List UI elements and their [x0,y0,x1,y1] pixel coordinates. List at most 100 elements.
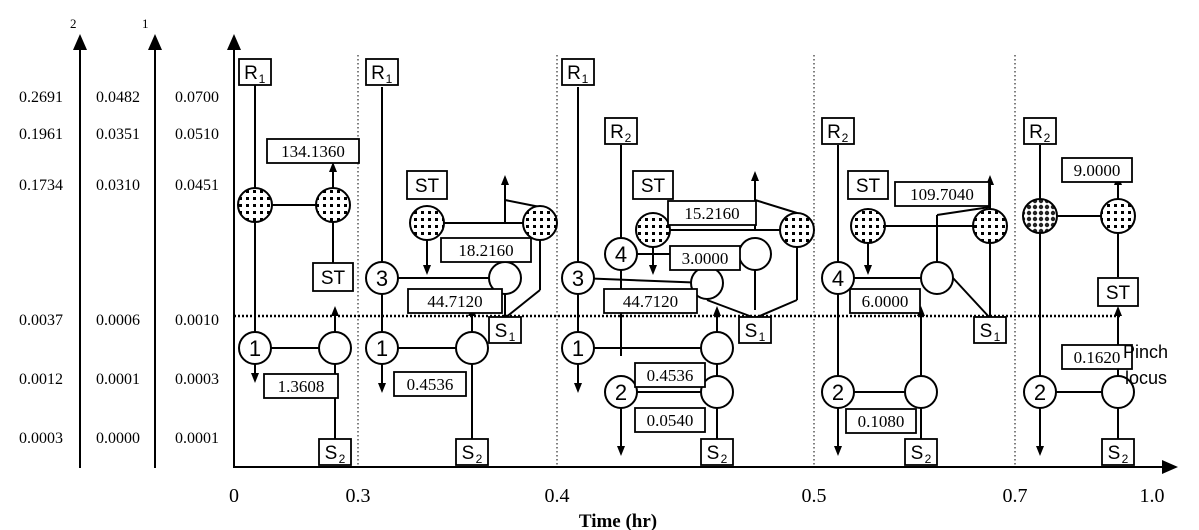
r2-label-i4-subscript: 2 [842,131,849,145]
regeneration-node [522,205,558,241]
regeneration-node [972,208,1008,244]
st-label-box [632,170,674,200]
s1-label-i4-subscript: 1 [994,330,1001,344]
y-axis-tick-label: 0.0451 [175,177,219,194]
exchanger-number: 1 [249,336,261,361]
s1-label-i2-subscript: 1 [509,330,516,344]
load-i5-bottom: 0.1620 [1074,348,1121,367]
s1-label-i3-subscript: 1 [759,330,766,344]
s2-label-i3-subscript: 2 [721,452,728,466]
st-stream-label: ST [1106,283,1131,304]
y-axis-tick-label: 0.0700 [175,89,219,106]
s2-label-i2-box [455,438,489,466]
x1-axis-tick-label: 0.0006 [96,312,140,329]
merge-a [706,299,756,319]
exchanger-node [604,237,638,271]
r2-label-i5-subscript: 2 [1044,131,1051,145]
exchanger-node [238,331,272,365]
st-label-box [1097,277,1139,307]
load-i3-mid-a: 3.0000 [682,249,729,268]
s2-label-i5-subscript: 2 [1122,452,1129,466]
load-i5-bottom-box [1061,344,1133,370]
interval-dividers [234,55,1120,467]
riser-i4b [936,206,991,216]
x2-axis-title-subscript: 2 [70,16,77,31]
s1-label-i3: S [745,321,758,342]
st-label-box [406,170,448,200]
r2-label-i5-box [1023,117,1057,145]
mass-exchanger-node [1101,375,1135,409]
r2-label-i5: R [1029,122,1043,143]
mass-exchanger-node [738,237,772,271]
exchanger-number: 3 [572,266,584,291]
s2-label-i2-subscript: 2 [476,452,483,466]
st-label-box [312,262,354,292]
st-stream-label: ST [641,176,666,197]
load-i3-bottom-b: 0.0540 [647,411,694,430]
st-stream-label: ST [856,176,881,197]
r1-label-i2-box [365,58,399,86]
x2-axis-tick-label: 0.1734 [19,177,63,194]
pinch-locus-label-2: locus [1125,368,1167,388]
time-tick-label: 0.5 [802,485,827,507]
load-i3-top: 15.2160 [684,204,739,223]
regeneration-node [1100,198,1136,234]
r1-label-i3: R [567,63,581,84]
load-i2-mid-box [407,288,503,314]
r1-label-i3-subscript: 1 [582,72,589,86]
y-axis-tick-label: 0.0510 [175,126,219,143]
load-i1-top: 134.1360 [281,142,345,161]
s2-label-i3-box [700,438,734,466]
x1-axis-tick-label: 0.0482 [96,89,140,106]
mass-exchanger-node [904,375,938,409]
r1-label-i2-subscript: 1 [386,72,393,86]
y-axis-tick-label: 0.0001 [175,430,219,447]
load-i4-top-box [894,181,990,207]
exchanger-node [821,375,855,409]
load-i5-top-box [1061,157,1133,183]
return-line [504,199,541,208]
x2-axis-tick-label: 0.2691 [19,89,63,106]
load-i3-mid-b: 44.7120 [623,292,678,311]
y-axis-tick-label: 0.0003 [175,371,219,388]
x1-axis-tick-label: 0.0000 [96,430,140,447]
st-stream-label: ST [321,268,346,289]
r2-label-i3-subscript: 2 [625,131,632,145]
regeneration-node [1022,198,1058,234]
load-i4-mid-box [849,288,921,314]
x2-axis-tick-label: 0.1961 [19,126,63,143]
load-i5-top: 9.0000 [1074,161,1121,180]
time-tick-label: 1.0 [1140,485,1165,507]
s2-label-i5-box [1101,438,1135,466]
r1-label-i2: R [371,63,385,84]
x2-axis-tick-label: 0.0003 [19,430,63,447]
y-axis-tick-label: 0.0010 [175,312,219,329]
r2-label-i4: R [827,122,841,143]
st-stream-label: ST [415,176,440,197]
load-i4-top: 109.7040 [910,185,974,204]
load-i2-top-box [440,237,532,263]
s2-label-i1-box [318,438,352,466]
regeneration-node [779,212,815,248]
r1-label-i3-box [561,58,595,86]
x2-axis-tick-label: 0.0012 [19,371,63,388]
regeneration-node [315,187,351,223]
s1-label-i2: S [495,321,508,342]
x1-axis-title-subscript: 1 [142,16,149,31]
load-i4-bottom: 0.1080 [858,412,905,431]
merge-i4 [952,277,991,319]
exchanger-node [561,331,595,365]
s1-label-i2-box [488,316,522,344]
regeneration-node [237,187,273,223]
load-i4-mid: 6.0000 [862,292,909,311]
exchanger-node [821,261,855,295]
merge-e [754,199,798,214]
s2-label-i5: S [1108,443,1121,464]
merge-d [754,299,798,319]
load-i2-mid: 44.7120 [427,292,482,311]
exchanger-number: 4 [832,266,844,291]
load-i1-bottom-box [263,373,339,399]
s1-label-i3-box [738,316,772,344]
mass-exchanger-node [920,261,954,295]
